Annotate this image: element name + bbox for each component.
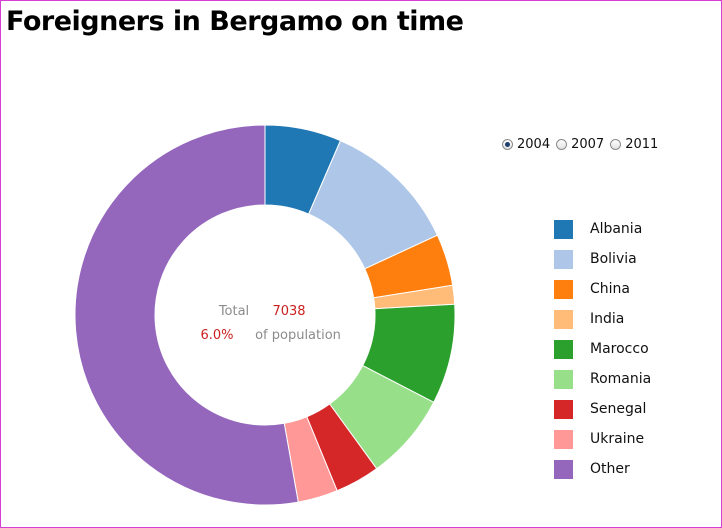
legend-item-other: Other <box>554 454 651 484</box>
legend-swatch <box>554 429 573 449</box>
legend-swatch <box>554 279 573 299</box>
radio-2004-icon[interactable] <box>502 139 513 150</box>
legend-swatch <box>554 309 573 329</box>
year-option-2011[interactable]: 2011 <box>610 137 658 152</box>
year-label-2004: 2004 <box>517 137 551 152</box>
year-option-2007[interactable]: 2007 <box>556 137 604 152</box>
legend-item-china: China <box>554 274 651 304</box>
legend-swatch <box>554 249 573 269</box>
legend-label: India <box>590 311 625 327</box>
legend-swatch <box>554 369 573 389</box>
chart-title: Foreigners in Bergamo on time <box>6 6 464 37</box>
legend-item-albania: Albania <box>554 214 651 244</box>
legend-label: China <box>590 281 630 297</box>
year-label-2007: 2007 <box>571 137 605 152</box>
radio-2007-icon[interactable] <box>556 139 568 150</box>
legend-label: Bolivia <box>590 251 637 267</box>
legend-label: Senegal <box>590 401 647 417</box>
year-label-2011: 2011 <box>625 137 659 152</box>
legend-label: Ukraine <box>590 431 645 447</box>
radio-2011-icon[interactable] <box>610 139 622 150</box>
year-radio-group: 2004 2007 2011 <box>502 137 664 152</box>
center-total-label: Total <box>218 304 249 319</box>
donut-slices <box>74 124 456 506</box>
legend-label: Marocco <box>590 341 649 357</box>
legend-item-senegal: Senegal <box>554 394 651 424</box>
legend-swatch <box>554 339 573 359</box>
center-total-value: 7038 <box>272 304 305 319</box>
legend-swatch <box>554 399 573 419</box>
legend-item-marocco: Marocco <box>554 334 651 364</box>
legend-item-bolivia: Bolivia <box>554 244 651 274</box>
legend-label: Albania <box>590 221 643 237</box>
legend-swatch <box>554 459 573 479</box>
chart-legend: Albania Bolivia China India Marocco Romania Se… <box>554 214 651 484</box>
legend-item-india: India <box>554 304 651 334</box>
legend-label: Other <box>590 461 630 477</box>
center-percent-value: 6.0% <box>200 328 233 343</box>
center-percent-label: of population <box>255 328 341 343</box>
year-option-2004[interactable]: 2004 <box>502 137 550 152</box>
legend-swatch <box>554 219 573 239</box>
slice-other[interactable] <box>74 124 299 506</box>
legend-label: Romania <box>590 371 652 387</box>
legend-item-romania: Romania <box>554 364 651 394</box>
legend-item-ukraine: Ukraine <box>554 424 651 454</box>
